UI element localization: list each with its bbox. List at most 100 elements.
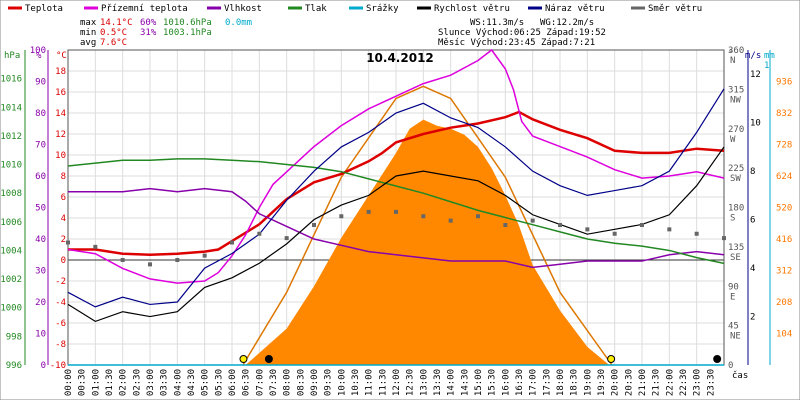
- axis-tick-time: 12:30: [406, 369, 416, 396]
- axis-tick-time: 20:00: [611, 369, 621, 396]
- axis-tick-time: 07:00: [255, 369, 265, 396]
- axis-tick-time: 08:00: [283, 369, 293, 396]
- stats-humidity: 31%: [140, 28, 157, 38]
- axis-label-time: čas: [732, 370, 748, 381]
- axis-tick-pct: 30: [35, 267, 46, 277]
- solar-radiation-area: [245, 119, 610, 366]
- axis-tick-pct: 100: [30, 46, 46, 56]
- wind-direction-point: [230, 240, 234, 245]
- legend-label: Teplota: [25, 4, 63, 14]
- axis-tick-compass: NW: [730, 95, 741, 105]
- axis-tick-degc: -6: [55, 319, 66, 329]
- axis-tick-wm2: 728: [776, 141, 792, 151]
- axis-tick-dir: 45: [728, 322, 739, 332]
- axis-tick-time: 23:00: [693, 369, 703, 396]
- axis-tick-compass: E: [730, 292, 735, 302]
- wind-direction-point: [667, 227, 672, 232]
- wind-direction-point: [175, 258, 180, 262]
- axis-tick-time: 10:00: [337, 369, 347, 396]
- axis-tick-wm2: 624: [776, 172, 792, 182]
- axis-tick-time: 07:30: [269, 369, 279, 396]
- series-line: [68, 187, 725, 269]
- axis-tick-time: 16:30: [515, 369, 525, 396]
- wind-direction-point: [120, 258, 125, 262]
- wind-direction-point: [694, 231, 699, 236]
- axis-tick-time: 11:00: [365, 369, 375, 396]
- axis-label-ms: m/s: [745, 51, 761, 61]
- axis-tick-compass: S: [730, 214, 735, 224]
- axis-tick-pct: 50: [35, 204, 46, 214]
- axis-tick-hpa: 1008: [0, 189, 22, 199]
- axis-tick-degc: 8: [61, 172, 66, 182]
- axis-tick-hpa: 1004: [0, 246, 22, 256]
- axis-tick-time: 17:00: [529, 369, 539, 396]
- axis-tick-degc: 16: [55, 88, 66, 98]
- axis-tick-degc: -10: [50, 361, 66, 371]
- wind-direction-point: [476, 214, 480, 219]
- marker-moonrise: [713, 355, 722, 363]
- axis-tick-compass: SE: [730, 253, 741, 263]
- axis-tick-degc: 0: [61, 256, 66, 266]
- stats-row-label: avg: [80, 38, 96, 48]
- axis-tick-compass: N: [730, 56, 735, 66]
- axis-tick-ms: 8: [750, 167, 755, 177]
- axis-label-mm: mm: [764, 51, 775, 61]
- axis-tick-dir: 270: [728, 125, 744, 135]
- legend-label: Přízemní teplota: [101, 4, 188, 14]
- legend-label: Vlhkost: [224, 4, 262, 14]
- axis-tick-time: 02:30: [132, 369, 142, 396]
- wind-direction-point: [530, 218, 535, 223]
- axis-tick-ms: 12: [750, 70, 761, 80]
- axis-tick-hpa: 1006: [0, 218, 22, 228]
- axis-tick-hpa: 1016: [0, 75, 22, 85]
- axis-tick-time: 18:30: [570, 369, 580, 396]
- axis-tick-hpa: 1002: [0, 275, 22, 285]
- axis-tick-time: 04:00: [173, 369, 183, 396]
- stats-temp: 14.1°C: [100, 18, 133, 28]
- wind-direction-point: [257, 231, 262, 236]
- axis-tick-time: 19:00: [583, 369, 593, 396]
- axis-tick-time: 12:00: [392, 369, 402, 396]
- wind-direction-point: [312, 223, 316, 227]
- axis-tick-degc: 6: [61, 193, 66, 203]
- stats-humidity: 60%: [140, 18, 157, 28]
- solar-theoretical-line: [242, 85, 613, 366]
- wind-direction-point: [448, 218, 453, 223]
- stats-pressure: 1010.6hPa: [163, 18, 212, 28]
- axis-tick-degc: 2: [61, 235, 66, 245]
- series-line: [67, 158, 725, 265]
- axis-tick-time: 21:30: [652, 369, 662, 396]
- axis-tick-time: 13:00: [419, 369, 429, 396]
- axis-tick-compass: SW: [730, 174, 741, 184]
- axis-tick-time: 21:00: [638, 369, 648, 396]
- axis-tick-time: 20:30: [624, 369, 634, 396]
- axis-tick-hpa: 998: [6, 332, 22, 342]
- stats-wind-gust: WG:12.2m/s: [540, 18, 594, 28]
- series-line: [67, 48, 725, 284]
- wind-direction-point: [202, 253, 207, 258]
- axis-tick-degc: -2: [55, 277, 66, 287]
- axis-tick-wm2: 936: [776, 78, 792, 88]
- wind-direction-point: [612, 231, 617, 236]
- wind-direction-point: [421, 214, 426, 219]
- axis-tick-pct: 70: [35, 141, 46, 151]
- axis-tick-pct: 0: [41, 361, 46, 371]
- axis-tick-dir: 360: [728, 46, 744, 56]
- wind-direction-point: [585, 227, 590, 232]
- wind-direction-point: [394, 209, 398, 214]
- axis-tick-wm2: 208: [776, 298, 792, 308]
- axis-tick-time: 03:30: [160, 369, 170, 396]
- stats-temp: 7.6°C: [100, 38, 127, 48]
- axis-tick-ms: 2: [750, 313, 755, 323]
- axis-tick-hpa: 1014: [0, 103, 22, 113]
- axis-tick-time: 05:30: [214, 369, 224, 396]
- axis-tick-degc: 4: [61, 214, 66, 224]
- wind-direction-point: [66, 240, 70, 245]
- axis-tick-time: 06:30: [242, 369, 252, 396]
- axis-tick-time: 04:30: [187, 369, 197, 396]
- axis-tick-time: 13:30: [433, 369, 443, 396]
- axis-tick-dir: 135: [728, 243, 744, 253]
- stats-sun: Slunce Východ:06:25 Západ:19:52: [438, 28, 606, 38]
- marker-sunset: [607, 355, 616, 363]
